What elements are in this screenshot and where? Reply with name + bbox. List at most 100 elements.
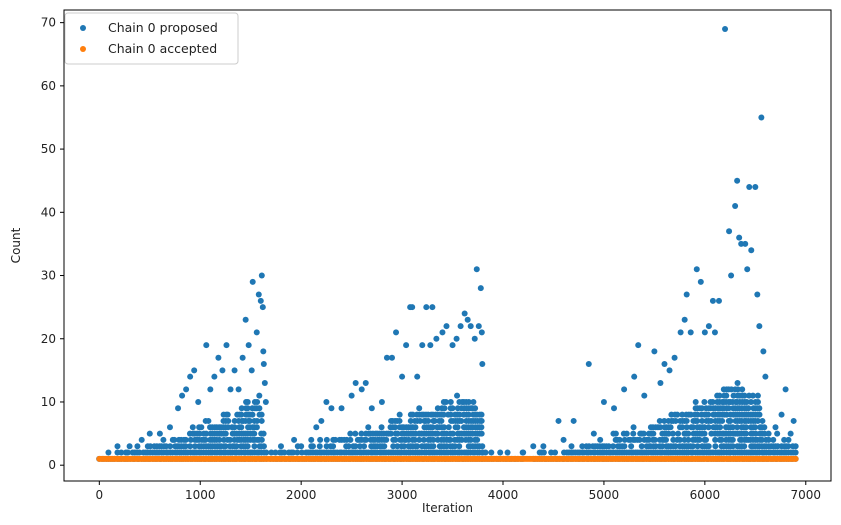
proposed-point: [323, 443, 330, 450]
proposed-point: [258, 436, 265, 443]
proposed-point: [719, 417, 726, 424]
proposed-point: [238, 405, 245, 412]
plot-frame: [63, 9, 832, 482]
proposed-point: [478, 329, 485, 336]
proposed-point: [272, 449, 279, 456]
proposed-point: [705, 323, 712, 330]
proposed-point: [630, 424, 637, 431]
proposed-point: [723, 392, 730, 399]
proposed-point: [467, 323, 474, 330]
proposed-point: [417, 417, 424, 424]
proposed-point: [363, 436, 370, 443]
proposed-point: [407, 417, 414, 424]
proposed-point: [616, 436, 623, 443]
proposed-point: [256, 405, 263, 412]
x-tick-label: 5000: [589, 488, 620, 502]
proposed-point: [431, 417, 438, 424]
proposed-point: [126, 443, 133, 450]
proposed-point: [661, 417, 668, 424]
proposed-point: [246, 417, 253, 424]
proposed-point: [222, 430, 229, 437]
proposed-point: [752, 424, 759, 431]
proposed-point: [352, 380, 359, 387]
proposed-point: [414, 443, 421, 450]
proposed-point: [263, 449, 270, 456]
proposed-point: [722, 25, 729, 32]
proposed-point: [253, 329, 260, 336]
proposed-point: [281, 449, 288, 456]
proposed-point: [540, 443, 547, 450]
proposed-point: [211, 373, 218, 380]
proposed-point: [383, 354, 390, 361]
proposed-point: [423, 304, 430, 311]
proposed-point: [427, 342, 434, 349]
proposed-point: [630, 430, 637, 437]
proposed-point: [291, 436, 298, 443]
proposed-point: [665, 430, 672, 437]
proposed-point: [258, 272, 265, 279]
proposed-point: [699, 417, 706, 424]
proposed-point: [540, 449, 547, 456]
proposed-point: [249, 278, 256, 285]
proposed-point: [694, 443, 701, 450]
legend-marker-accepted: [80, 46, 86, 52]
proposed-point: [447, 411, 454, 418]
proposed-point: [669, 430, 676, 437]
proposed-point: [701, 329, 708, 336]
proposed-point: [332, 436, 339, 443]
proposed-point: [707, 417, 714, 424]
proposed-point: [248, 367, 255, 374]
proposed-point: [739, 386, 746, 393]
proposed-point: [471, 335, 478, 342]
proposed-point: [328, 405, 335, 412]
proposed-point: [225, 417, 232, 424]
proposed-point: [641, 392, 648, 399]
proposed-point: [772, 424, 779, 431]
proposed-point: [416, 436, 423, 443]
proposed-point: [430, 443, 437, 450]
proposed-point: [412, 424, 419, 431]
proposed-point: [256, 392, 263, 399]
proposed-point: [698, 405, 705, 412]
proposed-point: [258, 417, 265, 424]
proposed-point: [600, 398, 607, 405]
proposed-point: [636, 436, 643, 443]
proposed-point: [482, 449, 489, 456]
proposed-point: [182, 443, 189, 450]
proposed-point: [365, 424, 372, 431]
proposed-point: [114, 443, 121, 450]
proposed-point: [711, 329, 718, 336]
proposed-point: [761, 424, 768, 431]
proposed-point: [290, 449, 297, 456]
x-tick-label: 6000: [690, 488, 721, 502]
proposed-point: [781, 436, 788, 443]
proposed-point: [175, 405, 182, 412]
proposed-point: [475, 323, 482, 330]
proposed-point: [461, 310, 468, 317]
proposed-point: [758, 114, 765, 121]
proposed-point: [685, 430, 692, 437]
proposed-point: [442, 398, 449, 405]
proposed-point: [712, 436, 719, 443]
proposed-point: [758, 436, 765, 443]
proposed-point: [749, 392, 756, 399]
proposed-point: [628, 443, 635, 450]
proposed-point: [790, 417, 797, 424]
proposed-point: [136, 449, 143, 456]
proposed-point: [454, 424, 461, 431]
proposed-point: [734, 380, 741, 387]
proposed-point: [470, 398, 477, 405]
proposed-point: [457, 323, 464, 330]
proposed-point: [675, 430, 682, 437]
proposed-point: [425, 417, 432, 424]
proposed-point: [251, 443, 258, 450]
proposed-point: [182, 436, 189, 443]
proposed-point: [447, 398, 454, 405]
proposed-point: [611, 405, 618, 412]
proposed-point: [694, 411, 701, 418]
proposed-point: [187, 436, 194, 443]
proposed-point: [732, 202, 739, 209]
proposed-point: [465, 398, 472, 405]
legend-label-accepted: Chain 0 accepted: [108, 41, 217, 56]
